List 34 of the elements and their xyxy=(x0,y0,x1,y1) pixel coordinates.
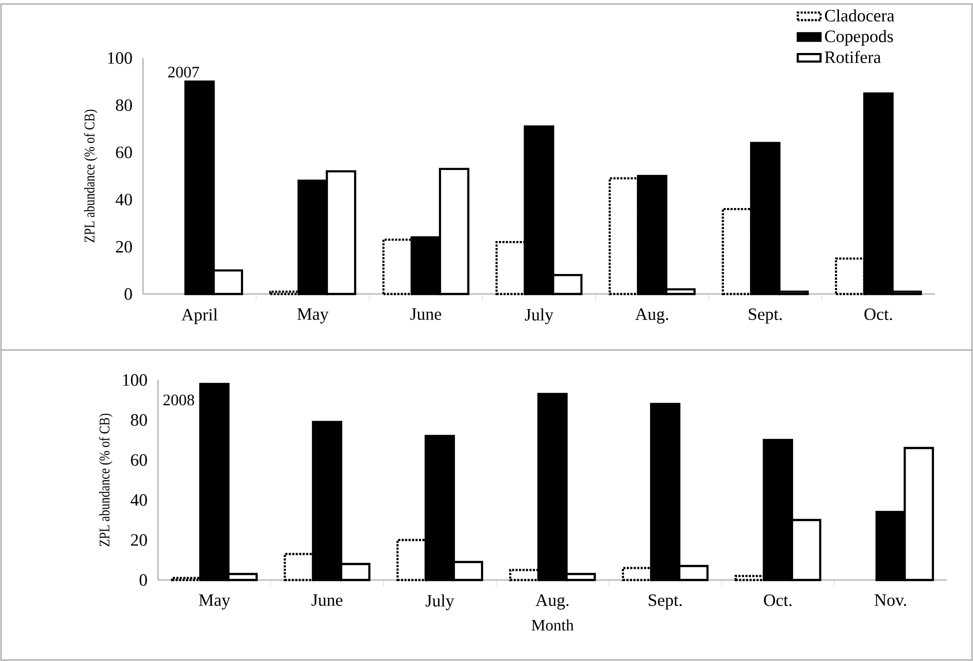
x-tick-label: Aug. xyxy=(635,308,668,324)
y-tick-label: 60 xyxy=(116,146,132,158)
y-tick-label: 20 xyxy=(131,534,147,546)
legend-label: Copepods xyxy=(824,30,893,46)
annotation: 2008 xyxy=(163,394,194,406)
legend-label: Rotifera xyxy=(824,50,881,64)
x-tick-label: Oct. xyxy=(764,594,792,606)
y-tick-label: 20 xyxy=(116,240,132,253)
x-axis-title: Month xyxy=(532,619,574,631)
y-axis-title: ZPL abundance (% of CB) xyxy=(84,110,98,242)
x-tick-label: June xyxy=(410,308,442,320)
x-tick-label: June xyxy=(312,594,342,606)
y-tick-label: 100 xyxy=(123,374,147,386)
x-tick-label: May xyxy=(297,308,329,324)
legend-label: Cladocera xyxy=(824,9,894,22)
x-tick-label: Oct. xyxy=(864,308,892,320)
y-tick-label: 80 xyxy=(130,414,147,426)
annotation: 2007 xyxy=(168,66,200,78)
y-tick-label: 40 xyxy=(130,494,147,506)
y-tick-label: 40 xyxy=(116,194,132,206)
y-tick-label: 0 xyxy=(140,574,147,586)
x-tick-label: July xyxy=(524,308,554,324)
y-tick-label: 60 xyxy=(131,454,147,466)
x-tick-label: Aug. xyxy=(536,594,568,610)
y-tick-label: 80 xyxy=(116,99,132,112)
x-tick-label: Nov. xyxy=(874,594,906,606)
y-axis-title: ZPL abundance (% of CB) xyxy=(98,414,112,546)
y-tick-label: 100 xyxy=(108,52,132,64)
x-tick-label: Sept. xyxy=(648,594,682,610)
y-tick-label: 0 xyxy=(124,288,132,300)
x-tick-label: April xyxy=(181,308,218,324)
x-tick-label: Sept. xyxy=(748,308,782,324)
x-tick-label: July xyxy=(426,594,454,610)
x-tick-label: May xyxy=(198,594,230,610)
